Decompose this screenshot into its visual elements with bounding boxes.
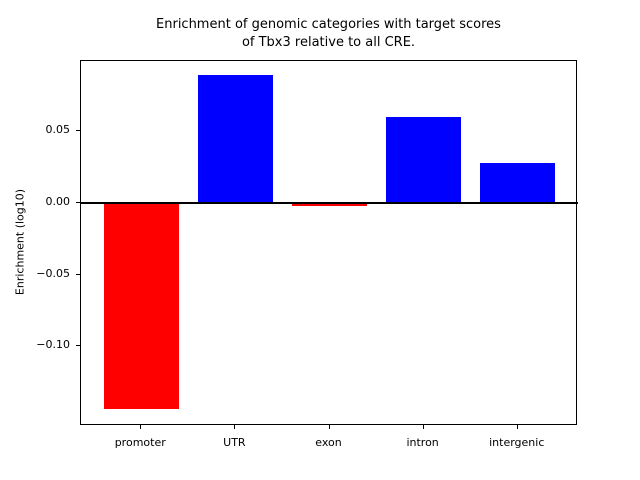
- y-tick-label: 0.00: [45, 194, 71, 208]
- x-tick-label-promoter: promoter: [114, 436, 166, 449]
- bar-intergenic: [480, 162, 556, 203]
- chart-title-line-1: Enrichment of genomic categories with ta…: [156, 17, 501, 32]
- bar-UTR: [197, 75, 274, 203]
- chart-title-line-2: of Tbx3 relative to all CRE.: [241, 34, 416, 50]
- chart-title: Enrichment of genomic categories with ta…: [80, 16, 577, 51]
- zero-line: [81, 201, 578, 204]
- y-tick-mark: [76, 201, 80, 203]
- x-tick-label-intergenic: intergenic: [489, 436, 545, 449]
- y-tick-mark: [76, 345, 80, 347]
- plot-area: [80, 60, 578, 425]
- x-tick-mark: [140, 425, 142, 429]
- x-tick-mark: [328, 425, 330, 429]
- x-tick-label-exon: exon: [315, 436, 342, 449]
- y-tick-label: −0.10: [36, 338, 70, 352]
- bar-exon: [291, 202, 368, 206]
- bar-promoter: [103, 202, 179, 410]
- x-tick-label-intron: intron: [406, 436, 439, 449]
- bar-intron: [385, 116, 462, 203]
- x-tick-mark: [234, 425, 236, 429]
- x-tick-mark: [422, 425, 424, 429]
- y-tick-label: −0.05: [36, 266, 70, 280]
- y-tick-mark: [76, 130, 80, 132]
- y-tick-label: 0.05: [45, 123, 71, 137]
- x-tick-mark: [516, 425, 518, 429]
- y-tick-mark: [76, 273, 80, 275]
- x-tick-label-UTR: UTR: [223, 436, 246, 449]
